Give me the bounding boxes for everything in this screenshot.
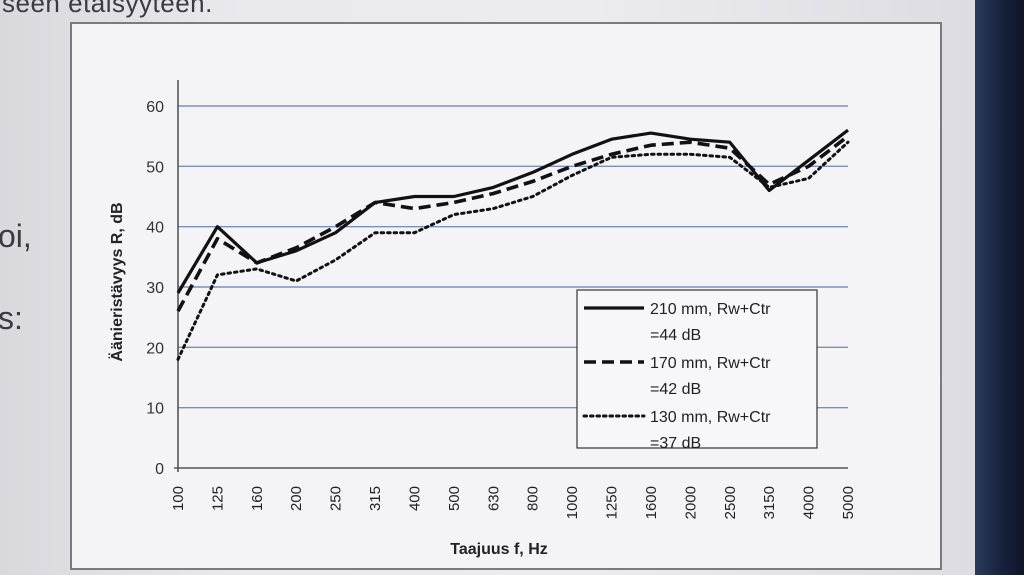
x-axis-label: Taajuus f, Hz (450, 541, 548, 558)
x-tick-label: 1250 (604, 486, 621, 519)
y-axis-label: Äänieristävyys R, dB (108, 202, 126, 361)
y-tick-label: 10 (146, 401, 164, 418)
slide-heading-fragment: seen etäisyyteen. (2, 0, 213, 18)
series-line-solid (176, 128, 849, 294)
x-tick-label: 200 (288, 486, 305, 511)
y-tick-labels: 0 10 20 30 40 50 60 (146, 99, 164, 478)
x-tick-label: 315 (367, 486, 384, 511)
y-tick-label: 0 (155, 461, 164, 478)
y-tick-label: 60 (146, 99, 164, 116)
x-tick-label: 800 (525, 486, 542, 511)
x-tick-label: 1600 (643, 486, 660, 519)
x-tick-label: 2000 (682, 486, 699, 519)
y-tick-label: 50 (146, 159, 164, 176)
x-tick-labels: 100 125 160 200 250 315 400 500 630 800 1000 1250 16… (170, 486, 857, 519)
x-tick-label: 630 (485, 486, 502, 511)
axes (174, 80, 848, 472)
legend-box (576, 289, 818, 449)
y-tick-label: 20 (146, 340, 164, 357)
legend-label: 170 mm, Rw+Ctr (650, 355, 771, 372)
x-tick-label: 160 (249, 486, 266, 511)
y-tick-label: 30 (146, 280, 164, 297)
line-chart: 0 10 20 30 40 50 60 100 125 160 200 250 315 400 500 63… (108, 80, 857, 558)
slide-bullet-fragment: s: (0, 300, 23, 336)
legend-label: =42 dB (650, 381, 701, 398)
x-tick-label: 500 (446, 486, 463, 511)
legend-label: 210 mm, Rw+Ctr (650, 301, 771, 318)
series-line-dotted (176, 140, 850, 361)
monitor-bezel (975, 0, 1024, 575)
chart-frame: 0 10 20 30 40 50 60 100 125 160 200 250 315 400 500 63… (70, 22, 942, 570)
x-tick-label: 400 (406, 486, 423, 511)
series-lines (176, 128, 850, 361)
x-tick-label: 250 (328, 486, 345, 511)
series-line-dashed (176, 134, 850, 312)
x-tick-label: 1000 (564, 486, 581, 519)
legend-label: =37 dB (650, 435, 701, 452)
legend-label: 130 mm, Rw+Ctr (650, 409, 771, 426)
x-tick-label: 125 (209, 486, 226, 511)
x-tick-label: 4000 (801, 486, 818, 519)
x-tick-label: 2500 (722, 486, 739, 519)
presentation-slide: seen etäisyyteen. oi, s: 0 10 20 30 40 50 60 1… (0, 0, 975, 575)
chart-legend: 210 mm, Rw+Ctr =44 dB 170 mm, Rw+Ctr =42 dB… (576, 289, 818, 452)
x-tick-label: 100 (170, 486, 187, 511)
slide-bullet-fragment: oi, (0, 218, 32, 254)
y-tick-label: 40 (146, 220, 164, 237)
x-tick-label: 5000 (840, 486, 857, 519)
x-tick-label: 3150 (761, 486, 778, 519)
legend-label: =44 dB (650, 327, 701, 344)
